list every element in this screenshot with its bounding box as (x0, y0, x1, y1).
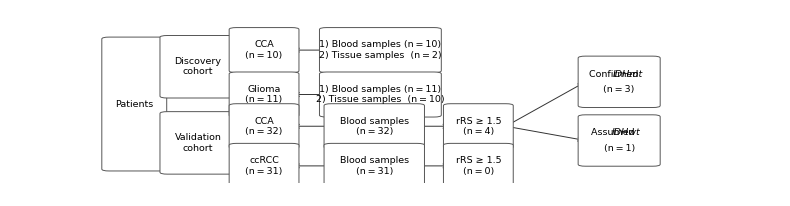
FancyBboxPatch shape (443, 104, 514, 149)
Text: 1) Blood samples (n = 10)
2) Tissue samples  (n = 2): 1) Blood samples (n = 10) 2) Tissue samp… (319, 40, 442, 60)
Text: ccRCC
(n = 31): ccRCC (n = 31) (246, 156, 283, 176)
Text: Blood samples
(n = 31): Blood samples (n = 31) (340, 156, 409, 176)
FancyBboxPatch shape (102, 37, 167, 171)
FancyBboxPatch shape (229, 72, 299, 117)
Text: Assumed: Assumed (592, 128, 638, 137)
Text: (n = 1): (n = 1) (604, 144, 635, 153)
Text: CCA
(n = 32): CCA (n = 32) (246, 117, 283, 136)
Text: CCA
(n = 10): CCA (n = 10) (246, 40, 283, 60)
Text: Confirmed: Confirmed (589, 70, 641, 79)
Text: 1) Blood samples (n = 11)
2) Tissue samples  (n = 10): 1) Blood samples (n = 11) 2) Tissue samp… (316, 85, 445, 104)
FancyBboxPatch shape (578, 115, 660, 166)
FancyBboxPatch shape (229, 28, 299, 73)
Text: Patients: Patients (115, 99, 153, 109)
FancyBboxPatch shape (443, 143, 514, 188)
FancyBboxPatch shape (324, 104, 424, 149)
FancyBboxPatch shape (229, 143, 299, 188)
Text: IDHmt: IDHmt (613, 70, 643, 79)
Text: IDHwt: IDHwt (611, 128, 641, 137)
Text: Blood samples
(n = 32): Blood samples (n = 32) (340, 117, 409, 136)
Text: (n = 3): (n = 3) (604, 85, 635, 94)
FancyBboxPatch shape (324, 143, 424, 188)
FancyBboxPatch shape (160, 35, 236, 98)
FancyBboxPatch shape (319, 28, 442, 73)
FancyBboxPatch shape (160, 112, 236, 174)
FancyBboxPatch shape (578, 56, 660, 108)
Text: rRS ≥ 1.5
(n = 0): rRS ≥ 1.5 (n = 0) (456, 156, 501, 176)
FancyBboxPatch shape (229, 104, 299, 149)
Text: Glioma
(n = 11): Glioma (n = 11) (246, 85, 283, 104)
Text: Discovery
cohort: Discovery cohort (175, 57, 221, 76)
Text: rRS ≥ 1.5
(n = 4): rRS ≥ 1.5 (n = 4) (456, 117, 501, 136)
FancyBboxPatch shape (319, 72, 442, 117)
Text: Validation
cohort: Validation cohort (175, 133, 221, 153)
